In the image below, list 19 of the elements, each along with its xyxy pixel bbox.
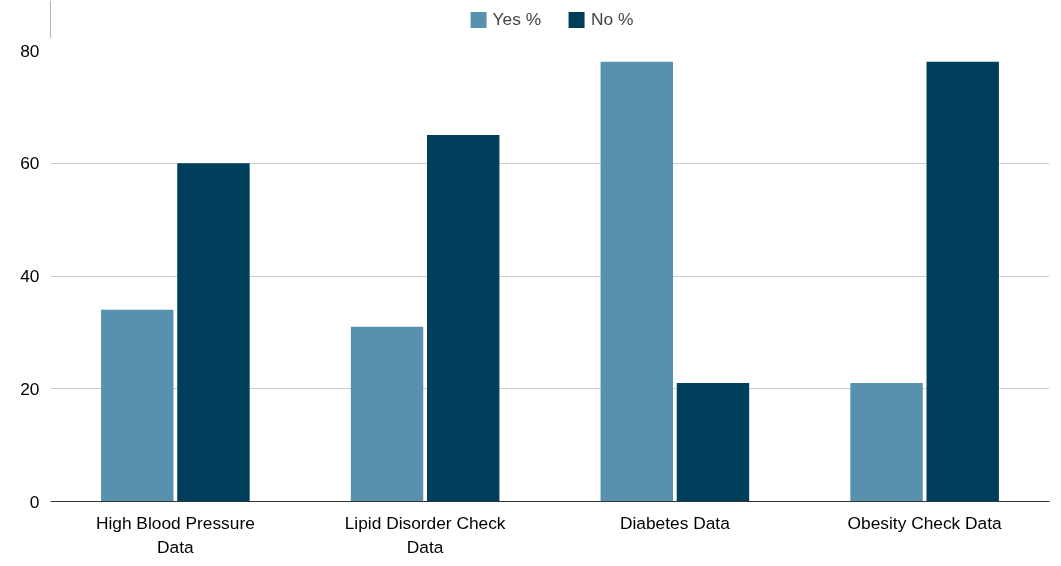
x-tick-label: High Blood Pressure Data (95, 512, 255, 557)
y-tick-label: 60 (20, 153, 40, 174)
y-tick-label: 0 (29, 491, 40, 512)
x-tick-label: Obesity Check Data (847, 512, 1003, 533)
y-tick-label: 40 (20, 266, 40, 286)
bar (101, 309, 174, 502)
y-tick-label: 80 (20, 40, 40, 61)
bar (427, 135, 500, 502)
x-tick-label: Diabetes Data (619, 512, 731, 533)
bar (177, 163, 250, 502)
bar (850, 383, 923, 502)
bar (600, 61, 673, 502)
bar (350, 326, 424, 502)
y-tick-label: 20 (20, 378, 40, 399)
bar (926, 61, 999, 502)
legend-label: Yes % (492, 8, 542, 30)
legend-label: No % (591, 8, 634, 30)
x-tick-label: Lipid Disorder Check Data (344, 512, 506, 557)
bar (676, 383, 750, 502)
